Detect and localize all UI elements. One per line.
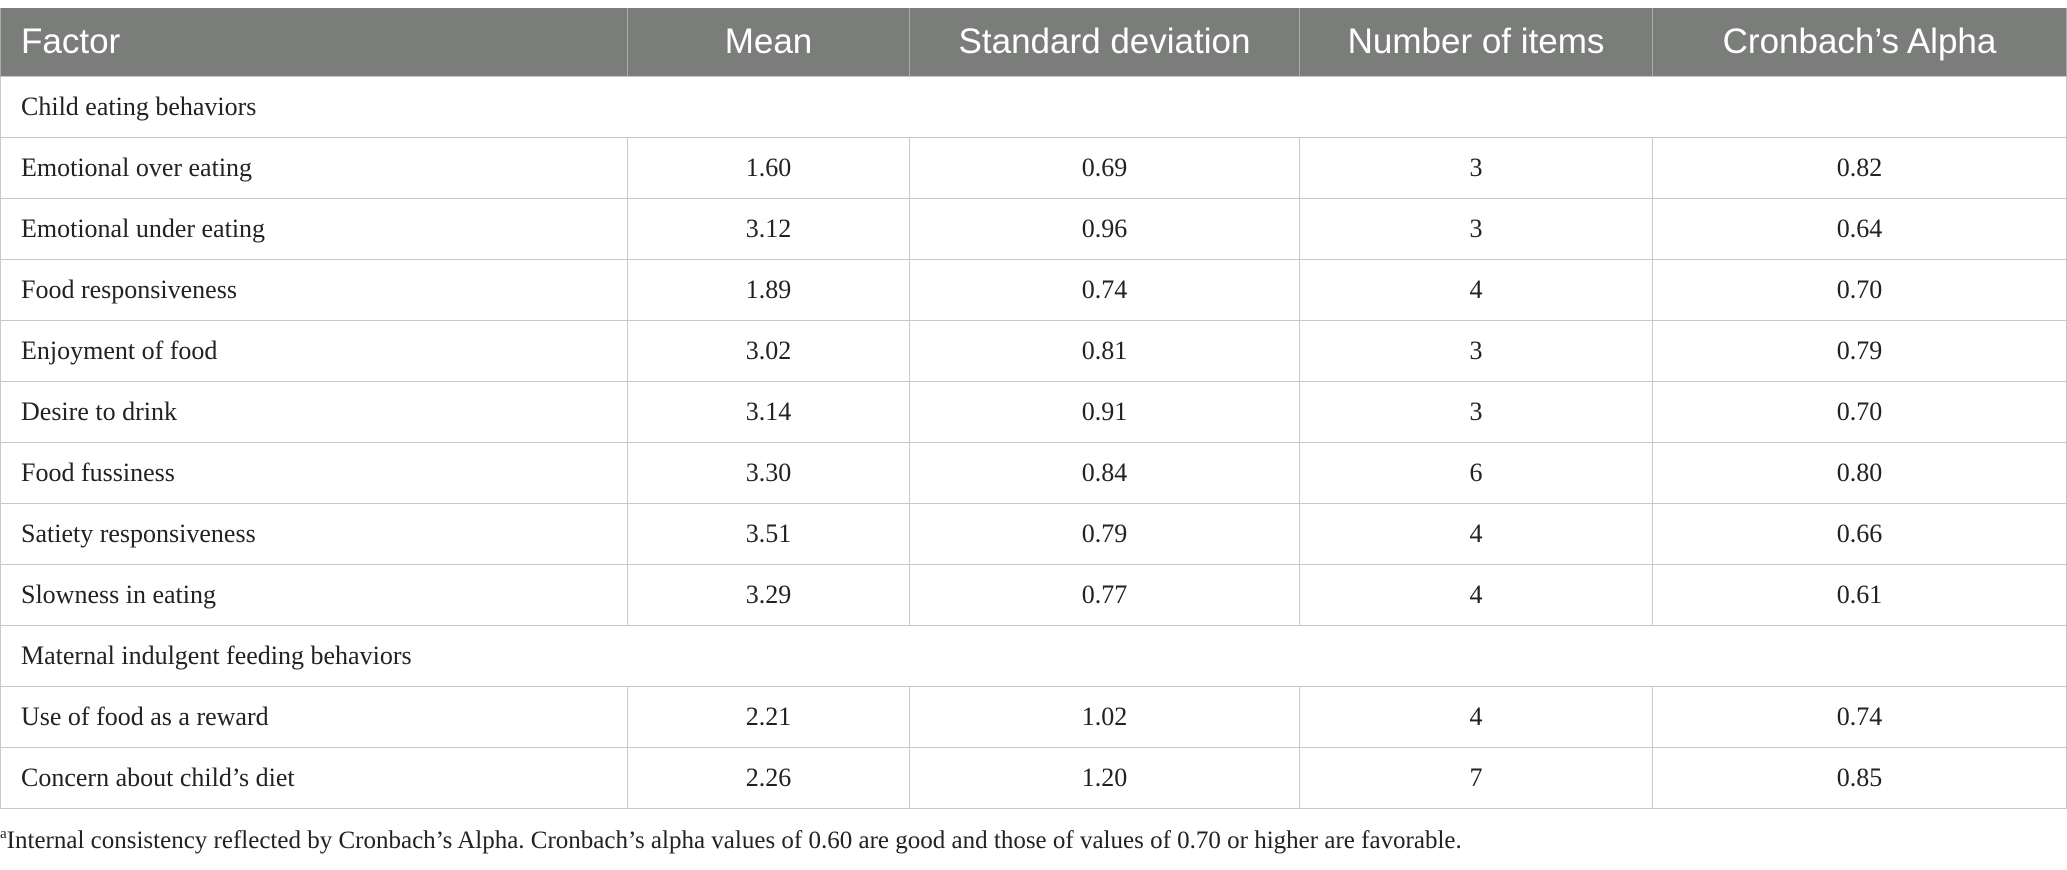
cell-sd: 1.02 [909, 686, 1300, 748]
cell-alpha: 0.74 [1652, 686, 2067, 748]
cell-sd: 0.77 [909, 564, 1300, 626]
table-row: Food fussiness 3.30 0.84 6 0.80 [0, 442, 2067, 504]
header-cronbachs-alpha: Cronbach’s Alpha [1652, 8, 2067, 77]
cell-alpha: 0.85 [1652, 747, 2067, 809]
cell-alpha: 0.80 [1652, 442, 2067, 504]
cell-alpha: 0.70 [1652, 381, 2067, 443]
cell-mean: 3.29 [627, 564, 910, 626]
cell-mean: 2.26 [627, 747, 910, 809]
table-row: Concern about child’s diet 2.26 1.20 7 0… [0, 747, 2067, 809]
cell-mean: 3.30 [627, 442, 910, 504]
cell-alpha: 0.64 [1652, 198, 2067, 260]
table-footnote: aInternal consistency reflected by Cronb… [0, 826, 1462, 855]
cell-items: 3 [1299, 198, 1653, 260]
cell-items: 4 [1299, 503, 1653, 565]
cell-factor: Desire to drink [0, 381, 628, 443]
table-row: Emotional over eating 1.60 0.69 3 0.82 [0, 137, 2067, 199]
cell-alpha: 0.82 [1652, 137, 2067, 199]
table-body: Child eating behaviors Emotional over ea… [0, 76, 2067, 809]
table-row: Enjoyment of food 3.02 0.81 3 0.79 [0, 320, 2067, 382]
cell-alpha: 0.66 [1652, 503, 2067, 565]
table-row: Emotional under eating 3.12 0.96 3 0.64 [0, 198, 2067, 260]
table-row: Food responsiveness 1.89 0.74 4 0.70 [0, 259, 2067, 321]
data-table: Factor Mean Standard deviation Number of… [0, 8, 2067, 809]
section-title: Child eating behaviors [0, 76, 2067, 138]
table-row: Slowness in eating 3.29 0.77 4 0.61 [0, 564, 2067, 626]
header-standard-deviation: Standard deviation [909, 8, 1300, 77]
footnote-marker: a [0, 826, 7, 842]
cell-mean: 1.89 [627, 259, 910, 321]
cell-sd: 0.84 [909, 442, 1300, 504]
cell-factor: Slowness in eating [0, 564, 628, 626]
section-row-child-eating: Child eating behaviors [0, 76, 2067, 138]
header-mean: Mean [627, 8, 910, 77]
cell-factor: Use of food as a reward [0, 686, 628, 748]
section-row-maternal-feeding: Maternal indulgent feeding behaviors [0, 625, 2067, 687]
table-row: Satiety responsiveness 3.51 0.79 4 0.66 [0, 503, 2067, 565]
header-row: Factor Mean Standard deviation Number of… [0, 8, 2067, 77]
cell-sd: 0.81 [909, 320, 1300, 382]
cell-sd: 0.79 [909, 503, 1300, 565]
cell-alpha: 0.70 [1652, 259, 2067, 321]
cell-items: 6 [1299, 442, 1653, 504]
data-table-container: Factor Mean Standard deviation Number of… [0, 8, 2067, 809]
table-header: Factor Mean Standard deviation Number of… [0, 8, 2067, 77]
cell-mean: 3.14 [627, 381, 910, 443]
cell-items: 3 [1299, 381, 1653, 443]
cell-sd: 0.69 [909, 137, 1300, 199]
cell-mean: 3.51 [627, 503, 910, 565]
section-title: Maternal indulgent feeding behaviors [0, 625, 2067, 687]
cell-mean: 3.02 [627, 320, 910, 382]
cell-factor: Emotional under eating [0, 198, 628, 260]
cell-items: 3 [1299, 320, 1653, 382]
cell-factor: Food fussiness [0, 442, 628, 504]
cell-items: 3 [1299, 137, 1653, 199]
cell-items: 4 [1299, 564, 1653, 626]
header-number-of-items: Number of items [1299, 8, 1653, 77]
cell-mean: 2.21 [627, 686, 910, 748]
cell-factor: Concern about child’s diet [0, 747, 628, 809]
cell-items: 4 [1299, 259, 1653, 321]
cell-alpha: 0.61 [1652, 564, 2067, 626]
table-row: Use of food as a reward 2.21 1.02 4 0.74 [0, 686, 2067, 748]
table-row: Desire to drink 3.14 0.91 3 0.70 [0, 381, 2067, 443]
cell-factor: Food responsiveness [0, 259, 628, 321]
cell-factor: Emotional over eating [0, 137, 628, 199]
cell-items: 4 [1299, 686, 1653, 748]
cell-sd: 0.74 [909, 259, 1300, 321]
cell-sd: 1.20 [909, 747, 1300, 809]
cell-sd: 0.96 [909, 198, 1300, 260]
cell-mean: 1.60 [627, 137, 910, 199]
cell-mean: 3.12 [627, 198, 910, 260]
cell-items: 7 [1299, 747, 1653, 809]
cell-alpha: 0.79 [1652, 320, 2067, 382]
cell-factor: Enjoyment of food [0, 320, 628, 382]
cell-factor: Satiety responsiveness [0, 503, 628, 565]
header-factor: Factor [0, 8, 628, 77]
footnote-text: Internal consistency reflected by Cronba… [6, 827, 1462, 854]
cell-sd: 0.91 [909, 381, 1300, 443]
